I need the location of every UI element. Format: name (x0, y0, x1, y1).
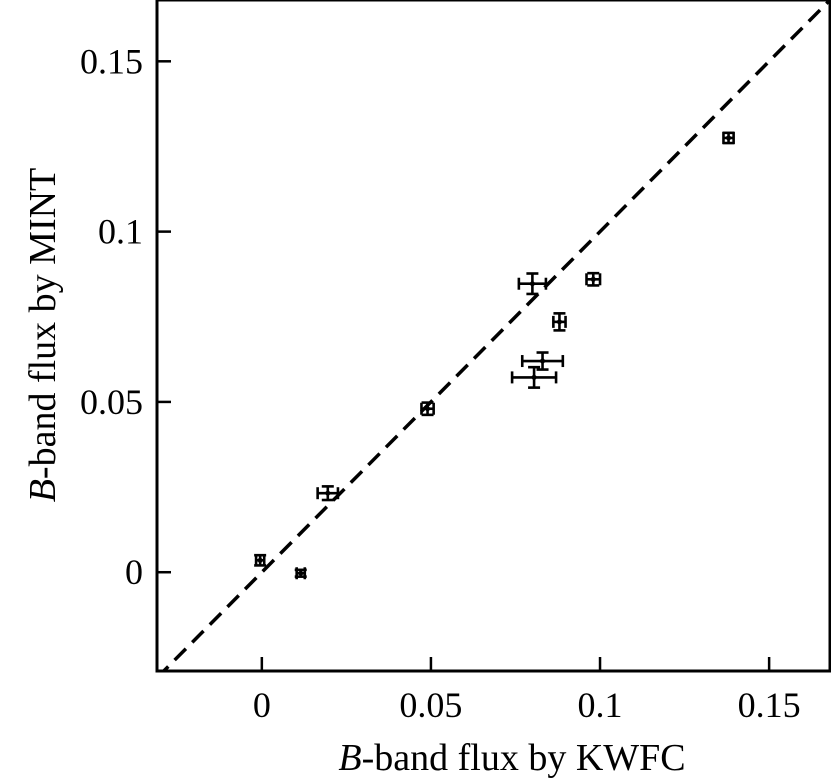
point-marker (529, 281, 535, 287)
data-point (585, 271, 602, 287)
y-tick-label: 0.05 (80, 382, 143, 422)
reference-line (161, 0, 830, 671)
point-marker (257, 557, 263, 563)
data-point (722, 131, 735, 145)
x-axis-label-text: -band flux by KWFC (362, 737, 686, 779)
y-axis-label-italic: B (22, 479, 64, 502)
plot-frame (155, 0, 831, 673)
point-marker (425, 406, 431, 412)
point-marker (540, 358, 546, 364)
x-axis-label-italic: B (338, 737, 361, 779)
data-point (552, 312, 567, 332)
point-marker (726, 135, 732, 141)
point-marker (556, 319, 562, 325)
y-axis-label-text: -band flux by MINT (22, 168, 64, 479)
y-tick-label: 0 (125, 552, 143, 592)
data-point (254, 553, 267, 567)
y-tick-label: 0.15 (80, 41, 143, 81)
point-marker (590, 276, 596, 282)
x-tick-label: 0 (253, 685, 271, 725)
point-marker (298, 570, 304, 576)
x-tick-label: 0.1 (578, 685, 623, 725)
y-tick-label: 0.1 (98, 212, 143, 252)
x-tick-label: 0.05 (399, 685, 462, 725)
point-marker (531, 374, 537, 380)
data-point (316, 485, 340, 502)
data-point (517, 272, 548, 296)
data-point (510, 365, 558, 389)
x-axis-label: B-band flux by KWFC (338, 737, 685, 779)
data-point (520, 351, 565, 371)
data-point (420, 401, 435, 417)
point-marker (325, 490, 331, 496)
data-point (294, 567, 307, 580)
y-axis-label: B-band flux by MINT (22, 168, 64, 503)
x-tick-label: 0.15 (738, 685, 801, 725)
